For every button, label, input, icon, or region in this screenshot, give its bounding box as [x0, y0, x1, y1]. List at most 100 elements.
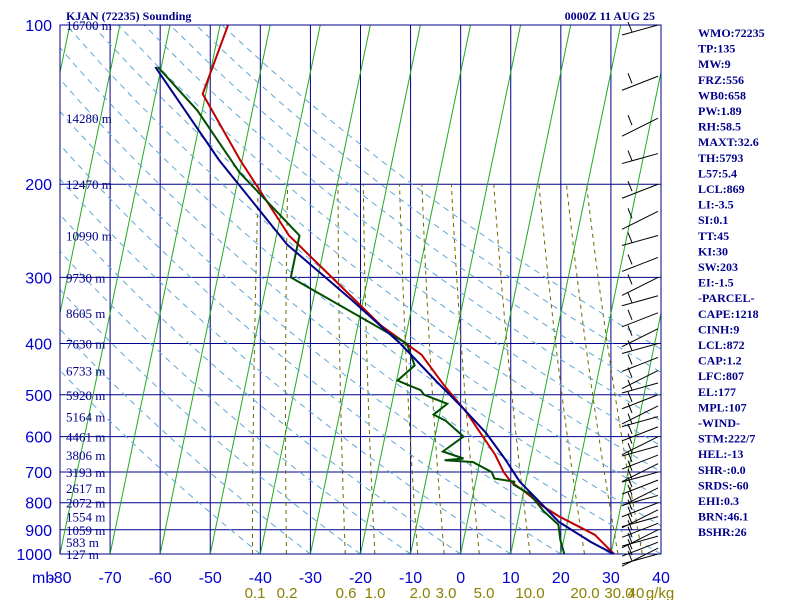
wind-barb-flag [627, 254, 633, 265]
sounding-profiles [154, 25, 615, 554]
mixing-ratio-labels: 0.1 0.2 0.6 1.0 2.0 3.0 5.0 10.0 20.0 30.040 g/kg [245, 585, 675, 600]
mixing-ratio-label: 5.0 [474, 585, 495, 600]
mixing-ratio-label: 0.6 [336, 585, 357, 600]
height-label: 2617 m [66, 481, 105, 496]
height-label: 5164 m [66, 410, 105, 425]
index-line: LCL:869 [698, 182, 745, 196]
wind-barb-flag [627, 526, 633, 537]
index-line: EI:-1.5 [698, 276, 734, 290]
height-label: 16700 m [66, 18, 112, 33]
wind-barb [621, 328, 659, 348]
isotherm [259, 25, 371, 554]
temp-label--40: -40 [249, 570, 272, 587]
wind-barb [621, 463, 659, 483]
dry-adiabat [60, 144, 562, 554]
wind-barb-flag [627, 354, 633, 365]
wind-barb [621, 394, 659, 410]
wind-barb-flag [627, 181, 633, 192]
temp-label-0: 0 [456, 570, 465, 587]
index-line: LCL:872 [698, 338, 745, 352]
wind-barb [621, 117, 659, 137]
mixing-ratio-label: 0.1 [245, 585, 266, 600]
mixing-ratio-line [285, 184, 289, 554]
adiabat-lines [60, 25, 661, 554]
index-line: L57:5.4 [698, 166, 737, 180]
sounding-time: 0000Z 11 AUG 25 [565, 9, 655, 23]
wind-barb-flag [627, 513, 633, 524]
pressure-label-100: 100 [25, 18, 52, 35]
wind-barb-flag [627, 208, 633, 219]
wind-barb [621, 535, 659, 547]
index-line: -PARCEL- [698, 291, 754, 305]
index-line: EHI:0.3 [698, 494, 739, 508]
index-line: MW:9 [698, 57, 731, 71]
index-line: -WIND- [698, 416, 740, 430]
wind-barb-flag [627, 442, 633, 454]
isotherm [560, 69, 661, 554]
wind-barb [621, 487, 659, 507]
mixing-ratio-label: 3.0 [436, 585, 457, 600]
wind-barb [621, 343, 659, 354]
wind-barb-flag [627, 433, 633, 444]
wind-barb [621, 547, 659, 567]
wind-barbs [621, 21, 659, 567]
pressure-label-400: 400 [25, 336, 52, 353]
dry-adiabat [221, 25, 661, 350]
wind-barb-flag [627, 476, 633, 488]
wind-barb-flag [627, 492, 633, 503]
index-line: LFC:807 [698, 369, 744, 383]
series-line-2 [154, 66, 615, 554]
mixing-ratio-label: 2.0 [410, 585, 431, 600]
wind-barb-flag [627, 379, 633, 391]
index-line: BSHR:26 [698, 525, 747, 539]
dry-adiabat [60, 78, 661, 554]
wind-barb-flag [627, 539, 633, 550]
index-line: EL:177 [698, 385, 736, 399]
dry-adiabat [60, 250, 411, 554]
wind-barb-flag [627, 550, 633, 562]
wind-barb [621, 479, 659, 495]
station-title: KJAN (72235) Sounding [66, 9, 191, 23]
isotherm [60, 25, 121, 316]
wind-barb-flag [627, 325, 633, 336]
temp-label--50: -50 [199, 570, 222, 587]
wind-barb-flag [627, 402, 633, 414]
temp-label-30: 30 [602, 570, 620, 587]
height-label: 3806 m [66, 448, 105, 463]
dry-adiabat [65, 25, 661, 499]
height-label: 8605 m [66, 306, 105, 321]
wind-barb [621, 471, 659, 483]
pressure-tick-labels: 100 200 300 400 500 600 700 800 900 1000 [16, 18, 52, 564]
wind-barb [621, 522, 659, 538]
index-line: STM:222/7 [698, 432, 755, 446]
temp-label--60: -60 [149, 570, 172, 587]
wind-barb [621, 370, 659, 389]
index-line: FRZ:556 [698, 73, 744, 87]
index-line: CINH:9 [698, 322, 739, 336]
wind-barb [621, 494, 659, 506]
wind-barb-flag [627, 274, 633, 285]
wind-barb [621, 553, 659, 565]
series-line-1 [157, 66, 566, 554]
dry-adiabat [169, 25, 661, 397]
wind-barb-flag [627, 499, 633, 510]
wind-barb-flag [627, 506, 633, 517]
wind-barb [621, 541, 659, 557]
isotherm [510, 25, 622, 554]
wind-barb [621, 405, 659, 425]
mixing-ratio-line [337, 184, 346, 554]
wind-barb [621, 356, 659, 372]
wind-barb-flag [627, 413, 633, 424]
wind-barb-flag [627, 21, 633, 33]
isotherm [761, 25, 800, 554]
wind-barb-flag [627, 423, 633, 435]
height-label: 1059 m [66, 523, 105, 538]
isotherm [0, 25, 20, 554]
pressure-label-600: 600 [25, 430, 52, 447]
height-label: 1554 m [66, 510, 105, 525]
pressure-label-500: 500 [25, 388, 52, 405]
index-line: SW:203 [698, 260, 738, 274]
wind-barb-flag [627, 232, 633, 243]
index-line: TH:5793 [698, 151, 743, 165]
